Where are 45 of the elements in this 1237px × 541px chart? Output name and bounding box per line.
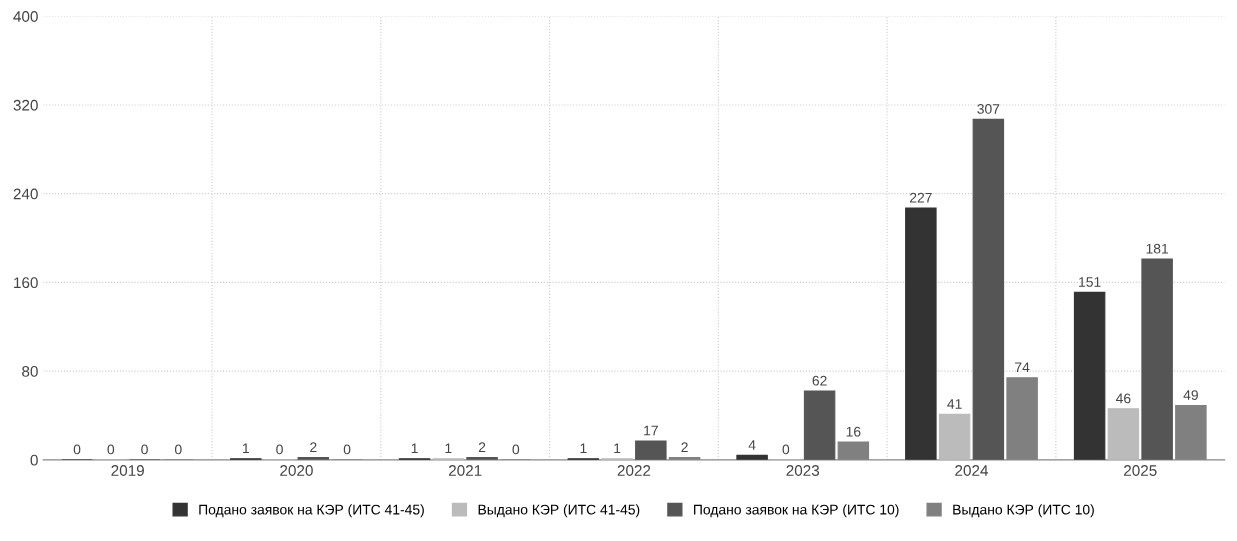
- legend-label: Выдано КЭР (ИТС 41-45): [478, 504, 640, 518]
- data-label: 1: [614, 443, 621, 454]
- y-tick-label: 240: [13, 188, 38, 200]
- data-label: 62: [812, 375, 827, 386]
- x-tick-label: 2024: [955, 465, 989, 476]
- legend-label: Выдано КЭР (ИТС 10): [953, 504, 1094, 518]
- data-label: 151: [1079, 277, 1101, 287]
- data-label: 227: [909, 192, 932, 203]
- legend-label: Подано заявок на КЭР (ИТС 41-45): [199, 504, 424, 518]
- data-label: 1: [580, 443, 587, 454]
- x-tick-label: 2022: [617, 465, 651, 476]
- x-tick-label: 2019: [111, 465, 144, 476]
- data-label: 1: [411, 443, 418, 454]
- x-tick-label: 2021: [448, 465, 482, 476]
- data-label: 2: [310, 442, 317, 452]
- data-label: 74: [1015, 362, 1030, 373]
- data-label: 49: [1183, 390, 1198, 400]
- data-label: 46: [1115, 393, 1131, 404]
- data-label: 0: [276, 444, 283, 455]
- data-label: 0: [512, 444, 520, 455]
- y-tick-label: 0: [30, 454, 38, 466]
- y-tick-label: 320: [13, 99, 38, 111]
- data-label: 0: [782, 444, 790, 455]
- data-label: 0: [343, 444, 351, 455]
- y-tick-label: 80: [22, 365, 38, 377]
- x-tick-label: 2025: [1124, 465, 1157, 476]
- data-label: 2: [681, 442, 688, 452]
- data-label: 1: [445, 443, 452, 454]
- data-label: 4: [748, 440, 756, 450]
- y-tick-label: 160: [14, 277, 38, 289]
- data-label: 0: [73, 444, 81, 455]
- y-tick-label: 400: [13, 11, 38, 22]
- data-label: 2: [478, 442, 486, 452]
- data-label: 0: [141, 444, 148, 455]
- data-label: 307: [977, 104, 1000, 114]
- data-label: 16: [846, 426, 861, 437]
- data-label: 0: [174, 444, 182, 455]
- data-label: 41: [947, 399, 962, 409]
- data-label: 181: [1146, 243, 1169, 254]
- data-label: 17: [644, 425, 658, 436]
- x-tick-label: 2023: [786, 465, 820, 476]
- x-tick-label: 2020: [280, 465, 313, 476]
- data-label: 0: [107, 444, 115, 455]
- data-label: 1: [243, 443, 249, 454]
- legend-label: Подано заявок на КЭР (ИТС 10): [694, 504, 899, 518]
